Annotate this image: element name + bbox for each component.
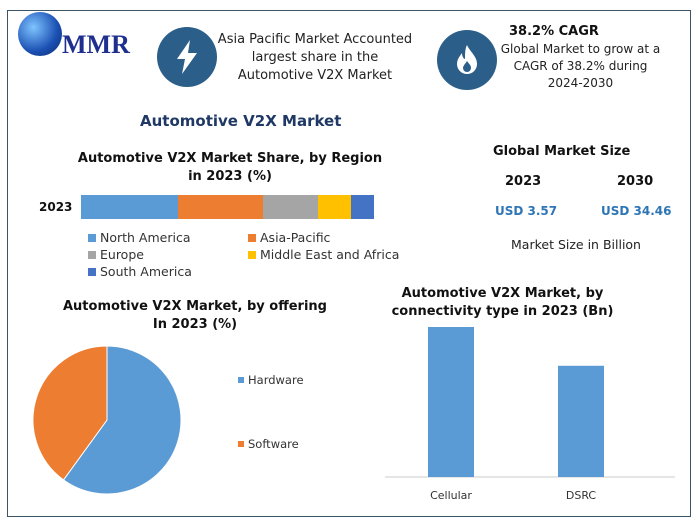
pie-slice-software (32, 345, 108, 481)
cagr-text: Global Market to grow at a CAGR of 38.2%… (500, 42, 661, 90)
region-stacked-bar (81, 195, 374, 219)
region-legend: North America Asia-Pacific Europe Middle Ea… (88, 230, 408, 279)
connectivity-chart-title: Automotive V2X Market, by connectivity t… (391, 286, 614, 319)
connectivity-bar-chart: Cellular DSRC (385, 327, 675, 502)
region-segment-north-america (81, 195, 178, 219)
legend-item: North America (88, 230, 248, 245)
year-2030: 2030 (617, 174, 654, 189)
value-2023: USD 3.57 (495, 204, 558, 218)
market-size-unit: Market Size in Billion (511, 237, 641, 252)
bar-dsrc (558, 365, 604, 477)
bar-cellular (428, 327, 474, 477)
frame (7, 10, 691, 517)
market-size-title: Global Market Size (493, 144, 631, 159)
legend-swatch (248, 250, 256, 259)
offering-legend: Hardware Software (238, 373, 304, 501)
year-2023: 2023 (505, 174, 542, 189)
x-tick-label: DSRC (566, 489, 597, 502)
region-segment-asia-pacific (177, 195, 263, 219)
globe-logo-icon (18, 12, 62, 56)
legend-swatch (238, 377, 244, 383)
legend-label: Asia-Pacific (260, 230, 331, 245)
pie-legend-item: Hardware (238, 373, 304, 387)
legend-label: North America (100, 230, 191, 245)
legend-item: Europe (88, 247, 248, 262)
legend-swatch (248, 233, 256, 242)
flame-icon (437, 30, 497, 90)
legend-item: Middle East and Africa (248, 247, 408, 262)
pie-legend-item: Software (238, 437, 304, 451)
x-tick-label: Cellular (430, 489, 472, 502)
legend-swatch (238, 441, 244, 447)
region-segment-europe (262, 195, 319, 219)
value-2030: USD 34.46 (601, 204, 672, 218)
cagr-title: 38.2% CAGR (509, 24, 599, 39)
region-chart-title: Automotive V2X Market Share, by Region i… (77, 151, 383, 184)
logo-text: MMR (62, 30, 130, 59)
lightning-icon (157, 27, 217, 87)
legend-swatch (88, 267, 96, 276)
region-segment-middle-east-and-africa (318, 195, 351, 219)
fact-asia-pacific: Asia Pacific Market Accounted largest sh… (217, 32, 413, 83)
legend-swatch (88, 250, 96, 259)
legend-swatch (88, 233, 96, 242)
offering-chart-title: Automotive V2X Market, by offering In 20… (62, 299, 327, 332)
legend-label: Hardware (248, 373, 304, 387)
region-year-label: 2023 (39, 200, 73, 214)
legend-item: South America (88, 264, 248, 279)
legend-label: South America (100, 264, 192, 279)
legend-label: Software (248, 437, 299, 451)
offering-pie (32, 345, 182, 495)
page-title: Automotive V2X Market (140, 112, 342, 130)
pie-slice-hardware (62, 345, 182, 495)
region-segment-south-america (350, 195, 374, 219)
legend-item: Asia-Pacific (248, 230, 408, 245)
legend-label: Middle East and Africa (260, 247, 400, 262)
legend-label: Europe (100, 247, 144, 262)
